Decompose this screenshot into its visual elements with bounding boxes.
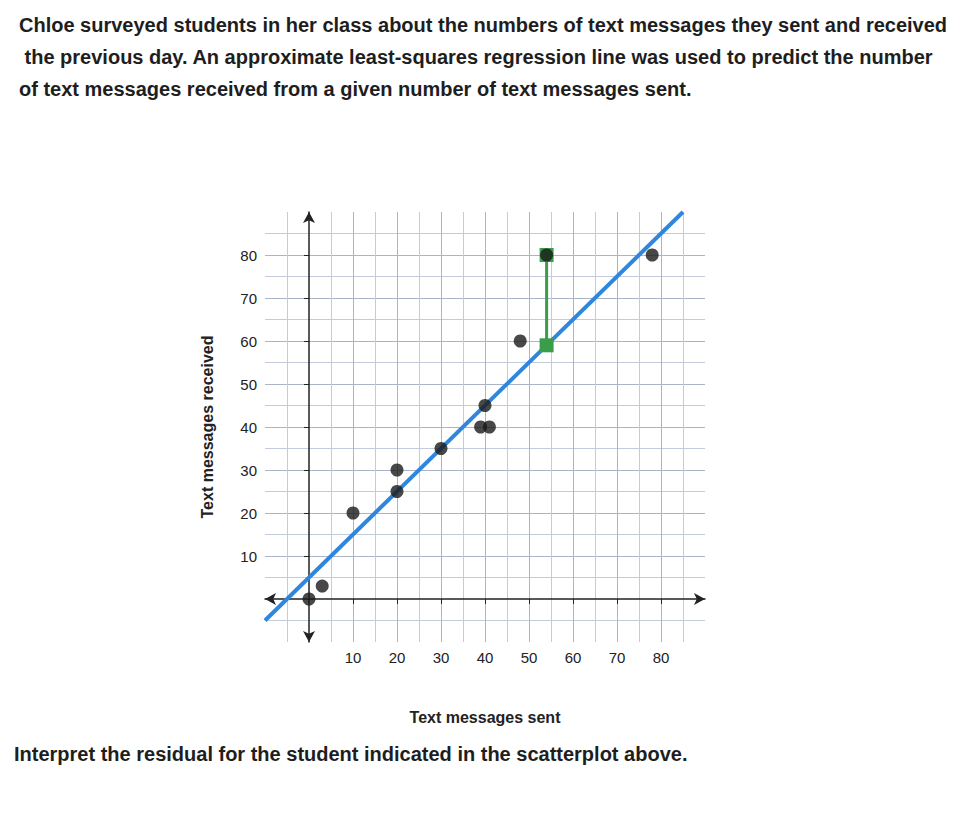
- svg-text:30: 30: [433, 649, 450, 666]
- svg-text:10: 10: [240, 548, 257, 565]
- svg-text:60: 60: [240, 333, 257, 350]
- svg-text:60: 60: [565, 649, 582, 666]
- svg-text:20: 20: [389, 649, 406, 666]
- svg-text:30: 30: [240, 462, 257, 479]
- svg-text:80: 80: [653, 649, 670, 666]
- svg-text:80: 80: [240, 247, 257, 264]
- svg-text:50: 50: [521, 649, 538, 666]
- svg-text:70: 70: [240, 290, 257, 307]
- svg-text:70: 70: [609, 649, 626, 666]
- svg-text:10: 10: [345, 649, 362, 666]
- svg-text:Interpret the residual for the: Interpret the residual for the student i…: [14, 743, 687, 765]
- svg-text:50: 50: [240, 376, 257, 393]
- svg-text:40: 40: [240, 419, 257, 436]
- svg-text:40: 40: [477, 649, 494, 666]
- svg-text:the previous day. An approxima: the previous day. An approximate least-s…: [19, 46, 938, 68]
- svg-text:20: 20: [240, 505, 257, 522]
- svg-text:of text messages received from: of text messages received from a given n…: [19, 78, 691, 100]
- svg-text:Text messages received: Text messages received: [199, 336, 216, 519]
- svg-text:Chloe surveyed students in her: Chloe surveyed students in her class abo…: [19, 14, 947, 36]
- svg-text:Text messages sent: Text messages sent: [410, 709, 562, 726]
